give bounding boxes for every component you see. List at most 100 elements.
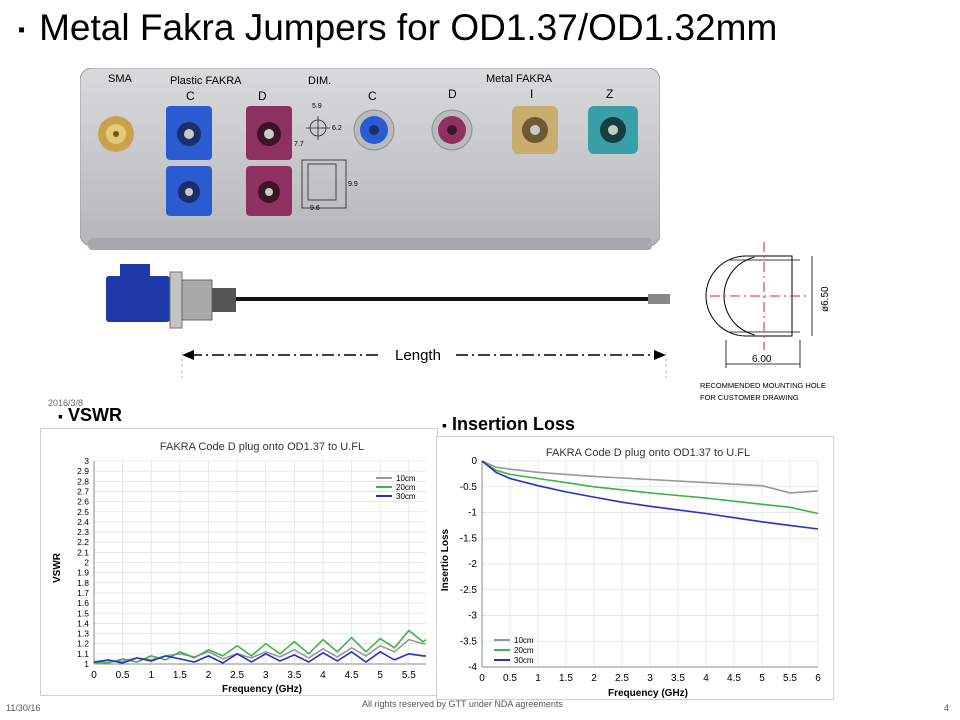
fakra-plug-icon [106,264,236,329]
x-tick-label: 3.5 [671,673,685,684]
x-tick-label: 4 [703,673,709,684]
y-tick-label: 2.8 [77,476,89,486]
code-c2-label: C [368,89,377,103]
y-tick-label: 3 [84,456,89,466]
vswr-chart: FAKRA Code D plug onto OD1.37 to U.FL VS… [40,428,438,696]
y-tick-label: 1.6 [77,598,89,608]
y-tick-label: 1.8 [77,578,89,588]
y-tick-label: 1 [84,659,89,669]
y-tick-label: -3.5 [460,636,478,647]
x-tick-label: 0 [479,673,485,684]
plastic-fakra-d-icon [246,106,292,216]
x-tick-label: 3 [647,673,653,684]
dim-c-text: 7.7 [294,141,304,148]
x-tick-label: 1.5 [173,670,187,681]
y-tick-label: -2 [468,559,477,570]
x-tick-label: 2 [591,673,597,684]
series-line-20cm [481,460,819,515]
x-tick-label: 3 [263,670,269,681]
y-tick-label: 2.3 [77,527,89,537]
code-c1-label: C [186,89,195,103]
connector-panel-photo: SMA Plastic FAKRA DIM. Metal FAKRA C D C… [80,68,660,250]
y-tick-label: 2.6 [77,497,89,507]
y-tick-label: 1.4 [77,618,89,628]
y-tick-label: 1.2 [77,639,89,649]
vswr-x-axis-label: Frequency (GHz) [222,684,302,695]
x-tick-label: 4 [320,670,326,681]
plastic-fakra-label: Plastic FAKRA [170,75,242,87]
x-tick-label: 3.5 [287,670,301,681]
legend-label: 30cm [514,656,534,665]
vswr-chart-title: FAKRA Code D plug onto OD1.37 to U.FL [160,441,364,453]
insertion-loss-section-title: ▪ Insertion Loss [442,414,575,435]
y-tick-label: -1.5 [460,533,478,544]
y-tick-label: -0.5 [460,482,478,493]
y-tick-label: 2.2 [77,537,89,547]
insertion-loss-bullet: ▪ [442,417,447,434]
length-label: Length [395,347,441,364]
sma-label: SMA [108,73,133,85]
insertion-loss-section-title-text: Insertion Loss [451,414,575,434]
dim-d-text: 9.9 [348,181,358,188]
x-tick-label: 0 [91,670,97,681]
metal-fakra-i-icon [512,106,558,154]
legend-label: 10cm [396,474,416,483]
y-tick-label: -2.5 [460,585,478,596]
x-tick-label: 4.5 [727,673,741,684]
code-d1-label: D [258,89,267,103]
x-tick-label: 1 [148,670,154,681]
metal-fakra-z-icon [588,106,638,154]
y-tick-label: 1.5 [77,608,89,618]
y-tick-label: -3 [468,611,477,622]
y-tick-label: 1.9 [77,568,89,578]
vswr-section-title-text: VSWR [67,405,122,425]
slide-title: ▪ Metal Fakra Jumpers for OD1.37/OD1.32mm [18,6,777,52]
x-tick-label: 4.5 [345,670,359,681]
insertion-loss-chart: FAKRA Code D plug onto OD1.37 to U.FL In… [436,436,834,700]
code-i-label: I [530,87,533,101]
footer-copyright: All rights reserved by GTT under NDA agr… [362,699,563,709]
x-tick-label: 5 [377,670,383,681]
dim-e-text: 9.6 [310,205,320,212]
y-tick-label: -4 [468,662,477,673]
y-tick-label: 2.4 [77,517,89,527]
date-mark: 2016/3/8 [48,398,84,408]
x-tick-label: 5.5 [402,670,416,681]
metal-fakra-d-icon [431,109,473,151]
series-line-30cm [93,650,426,664]
note-line-2: FOR CUSTOMER DRAWING [700,393,799,402]
y-tick-label: -1 [468,508,477,519]
x-tick-label: 2.5 [615,673,629,684]
series-line-20cm [93,629,427,664]
x-tick-label: 6 [815,673,821,684]
il-chart-title: FAKRA Code D plug onto OD1.37 to U.FL [546,447,750,459]
legend-label: 30cm [396,492,416,501]
il-x-axis-label: Frequency (GHz) [608,688,688,699]
sma-connector-icon [98,116,134,152]
legend-label: 20cm [396,483,416,492]
x-tick-label: 5.5 [783,673,797,684]
metal-fakra-label: Metal FAKRA [486,73,553,85]
y-tick-label: 2.1 [77,547,89,557]
x-tick-label: 2 [206,670,212,681]
y-tick-label: 1.1 [77,649,89,659]
x-tick-label: 0.5 [116,670,130,681]
dim-b-text: 6.2 [332,125,342,132]
y-tick-label: 2 [84,558,89,568]
dim-a-text: 5.9 [312,103,322,110]
vswr-section-title: ▪ VSWR [58,405,122,426]
ufl-end-icon [648,294,670,304]
y-tick-label: 1.7 [77,588,89,598]
code-z-label: Z [606,87,613,101]
y-tick-label: 2.9 [77,466,89,476]
plastic-fakra-c-icon [166,106,212,216]
il-y-axis-label: Insertio Loss [440,528,451,591]
series-line-10cm [93,638,426,664]
series-line-30cm [481,460,819,530]
x-tick-label: 1.5 [559,673,573,684]
metal-fakra-c-icon [353,109,395,151]
y-tick-label: 0 [471,456,477,467]
diameter-text: ø6.50 [820,286,831,312]
legend-label: 20cm [514,646,534,655]
width-text: 6.00 [752,354,772,365]
